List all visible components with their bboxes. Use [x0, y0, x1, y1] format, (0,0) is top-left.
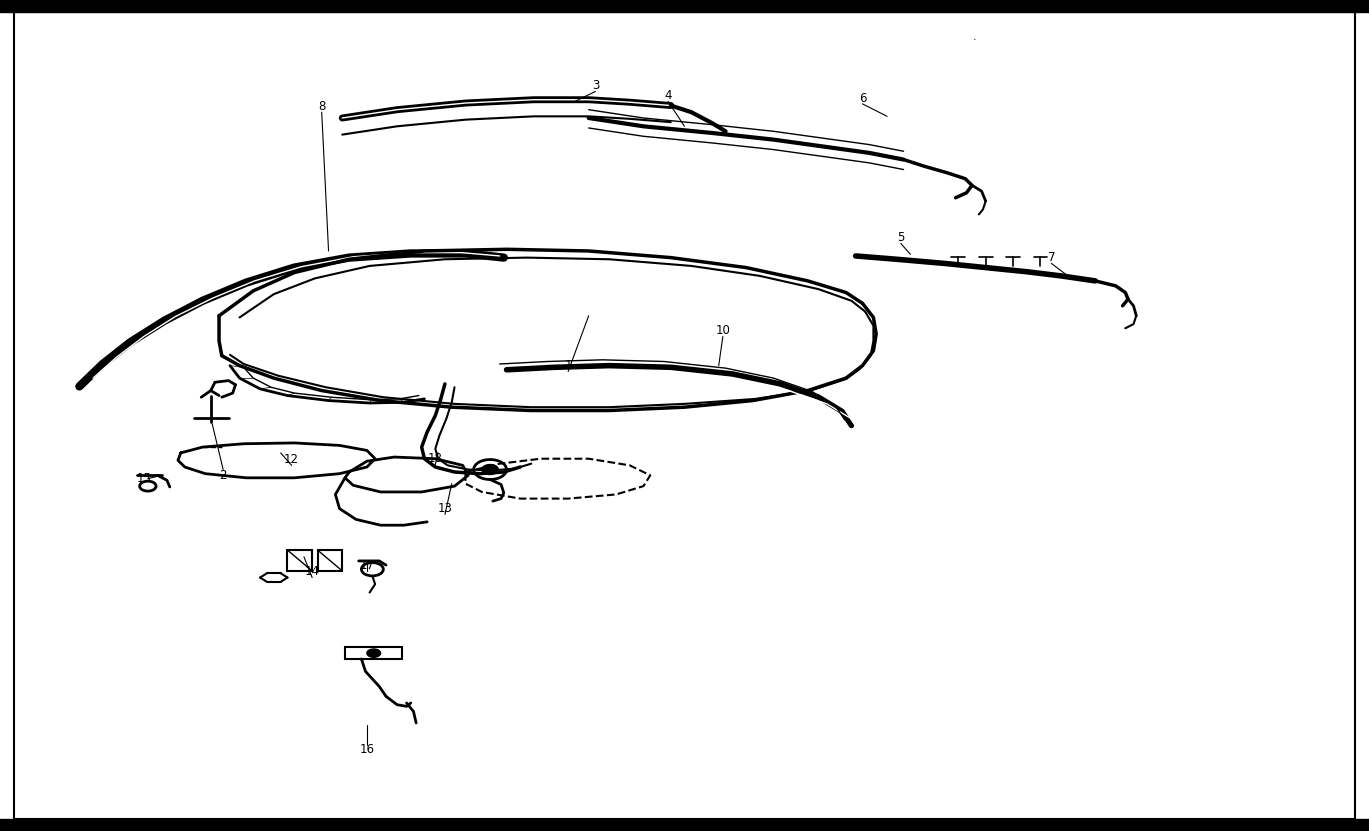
- Text: 10: 10: [716, 324, 730, 337]
- Text: 5: 5: [897, 231, 905, 244]
- Text: 4: 4: [664, 89, 672, 102]
- Text: 12: 12: [285, 453, 298, 466]
- Text: 16: 16: [360, 743, 374, 756]
- Text: 18: 18: [428, 452, 442, 465]
- Text: 15: 15: [137, 472, 151, 485]
- Text: 1: 1: [564, 359, 572, 372]
- Text: 17: 17: [360, 558, 374, 572]
- Circle shape: [367, 649, 381, 657]
- Text: 14: 14: [305, 565, 319, 578]
- Text: 6: 6: [858, 91, 867, 105]
- Text: 7: 7: [1047, 251, 1055, 264]
- Text: 13: 13: [438, 502, 452, 515]
- Text: 3: 3: [591, 79, 600, 92]
- Circle shape: [482, 465, 498, 475]
- Text: 8: 8: [318, 100, 326, 113]
- Text: .: .: [973, 32, 976, 42]
- Text: 2: 2: [219, 469, 227, 482]
